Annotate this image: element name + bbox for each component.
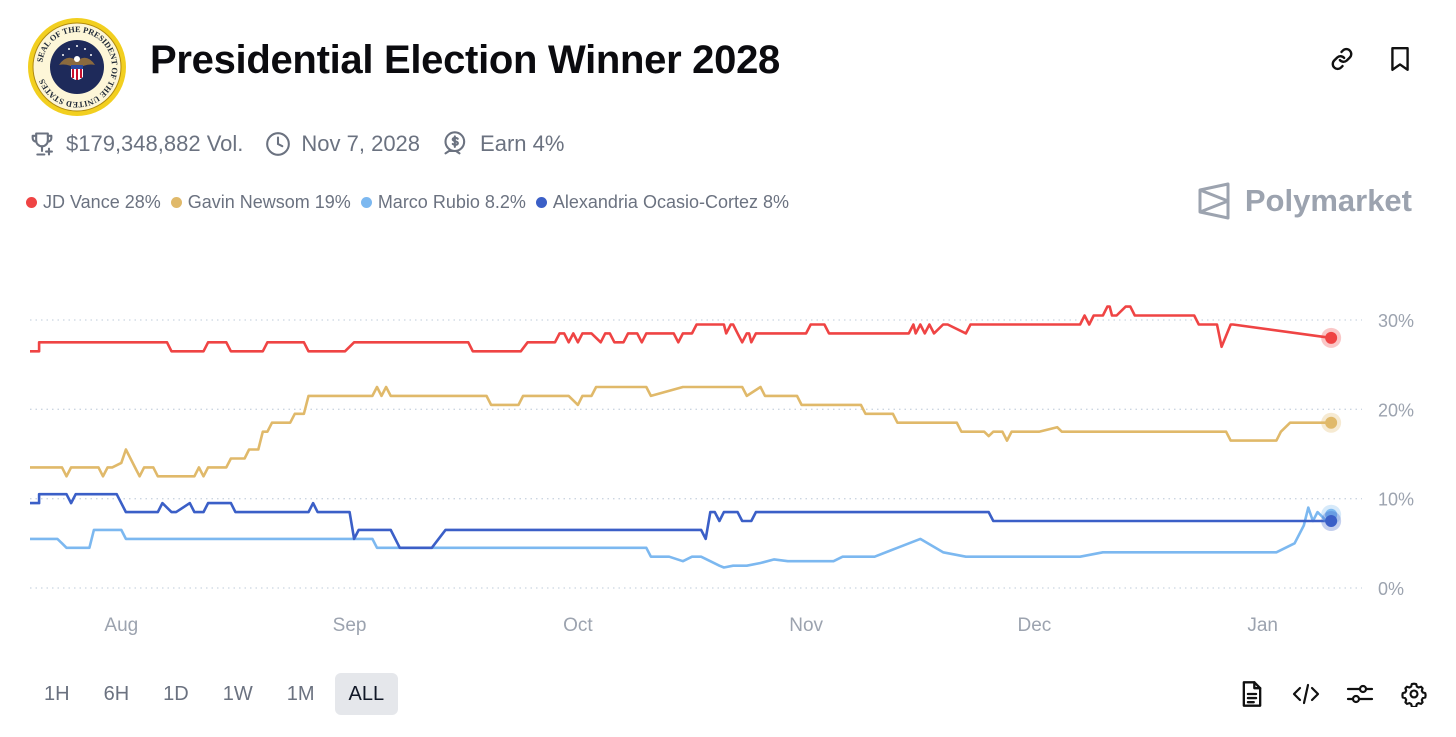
bookmark-icon[interactable]	[1384, 42, 1416, 76]
earn-text: Earn 4%	[480, 131, 565, 156]
range-1w-button[interactable]: 1W	[222, 683, 253, 705]
series-line-jd-vance[interactable]	[30, 305, 1332, 353]
x-tick-label: Aug	[104, 615, 138, 636]
range-1h-button[interactable]: 1H	[44, 683, 70, 705]
code-icon[interactable]	[1292, 678, 1320, 710]
legend-label: Gavin Newsom 19%	[187, 192, 351, 212]
y-tick-label: 20%	[1378, 400, 1414, 420]
series-end-marker	[1325, 331, 1338, 344]
x-tick-label: Oct	[563, 615, 593, 636]
x-tick-label: Nov	[789, 615, 823, 636]
polymarket-logo: Polymarket	[1197, 182, 1412, 220]
clock-icon	[266, 132, 291, 156]
legend-label: Alexandria Ocasio-Cortez 8%	[552, 192, 789, 212]
y-tick-label: 30%	[1378, 311, 1414, 331]
earn-coin-icon	[444, 131, 466, 155]
brand-name: Polymarket	[1244, 183, 1412, 218]
price-history-chart[interactable]: 0% 10% 20% 30% Aug Sep Oct Nov Dec Jan	[0, 290, 1456, 650]
volume-stat: $179,348,882 Vol.	[28, 130, 243, 158]
page-title: Presidential Election Winner 2028	[150, 38, 780, 82]
y-tick-label: 0%	[1378, 579, 1404, 599]
series-end-marker	[1325, 416, 1338, 429]
series-line-marco-rubio[interactable]	[30, 506, 1333, 569]
legend-dot	[360, 197, 372, 208]
range-6h-button[interactable]: 6H	[103, 683, 130, 705]
legend-dot	[535, 197, 547, 208]
time-range-selector: 1H 6H 1D 1W 1M ALL	[30, 673, 404, 715]
volume-text: $179,348,882 Vol.	[66, 131, 244, 156]
gear-icon[interactable]	[1400, 678, 1428, 710]
end-date-text: Nov 7, 2028	[301, 131, 421, 156]
legend-item-rubio: Marco Rubio 8.2%	[360, 192, 526, 213]
end-date-stat: Nov 7, 2028	[265, 131, 420, 157]
x-tick-label: Jan	[1247, 615, 1278, 636]
polymarket-icon	[1198, 182, 1230, 220]
presidential-seal-logo: SEAL OF THE PRESIDENT OF THE UNITED STAT…	[28, 18, 126, 116]
link-icon[interactable]	[1326, 42, 1358, 76]
legend-item-ocasio-cortez: Alexandria Ocasio-Cortez 8%	[535, 192, 789, 213]
legend-dot	[170, 197, 182, 208]
x-tick-label: Dec	[1017, 615, 1051, 636]
legend-label: Marco Rubio 8.2%	[377, 192, 526, 212]
trophy-icon	[31, 132, 53, 156]
legend-dot	[26, 197, 37, 208]
document-icon[interactable]	[1238, 678, 1266, 710]
sliders-icon[interactable]	[1346, 678, 1374, 710]
range-all-button[interactable]: ALL	[334, 673, 399, 715]
series-line-alexandria-ocasio-cortez[interactable]	[30, 492, 1332, 550]
legend-item-vance: JD Vance 28%	[26, 192, 161, 213]
x-tick-label: Sep	[333, 615, 367, 636]
series-line-gavin-newsom[interactable]	[30, 385, 1332, 478]
range-1m-button[interactable]: 1M	[286, 683, 315, 705]
chart-legend: JD Vance 28% Gavin Newsom 19% Marco Rubi…	[26, 192, 799, 213]
legend-label: JD Vance 28%	[43, 192, 161, 212]
y-tick-label: 10%	[1378, 490, 1414, 510]
legend-item-newsom: Gavin Newsom 19%	[170, 192, 351, 213]
range-1d-button[interactable]: 1D	[163, 683, 189, 705]
earn-stat[interactable]: Earn 4%	[442, 130, 564, 158]
series-end-marker	[1325, 515, 1338, 527]
